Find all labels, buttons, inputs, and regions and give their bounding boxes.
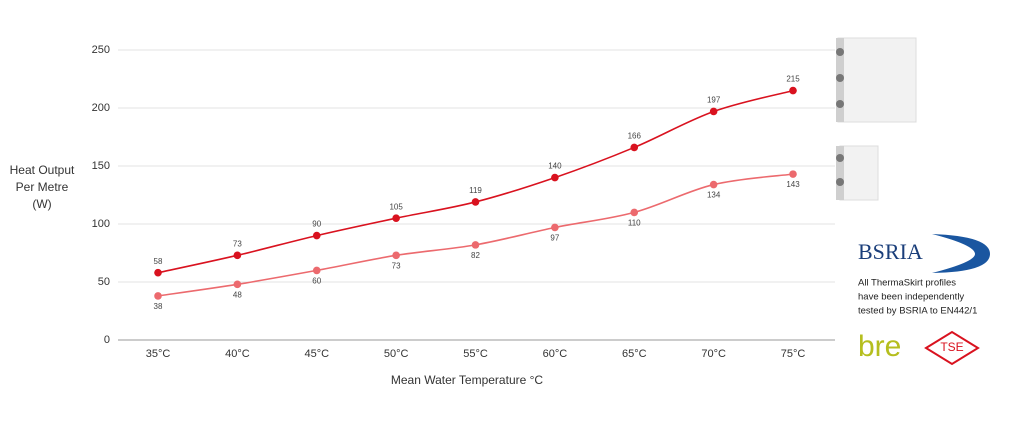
y-axis-label: Per Metre (16, 180, 69, 194)
data-point (392, 214, 400, 222)
data-point (630, 143, 639, 152)
data-point (312, 266, 321, 275)
data-label: 73 (392, 261, 401, 270)
data-point (709, 180, 718, 189)
data-label: 90 (312, 220, 321, 229)
data-label: 215 (786, 75, 800, 84)
data-point (471, 198, 480, 206)
x-tick-label: 35°C (146, 348, 171, 360)
data-label: 38 (154, 302, 163, 311)
data-label: 110 (628, 219, 641, 228)
y-tick-label: 50 (98, 276, 110, 288)
data-point (551, 223, 559, 232)
profile-image (836, 37, 917, 123)
data-point (233, 280, 242, 289)
data-label: 73 (233, 239, 242, 248)
tse-logo: TSE (924, 330, 980, 366)
caption: have been independently (858, 292, 964, 303)
data-label: 119 (469, 186, 482, 195)
data-label: 143 (786, 180, 800, 189)
tse-text: TSE (940, 340, 963, 354)
x-tick-label: 75°C (781, 348, 806, 360)
data-label: 48 (233, 290, 242, 299)
x-tick-label: 45°C (304, 348, 329, 360)
bre-logo: bre (858, 330, 901, 363)
data-point (154, 268, 162, 277)
x-tick-label: 65°C (622, 348, 647, 360)
data-point (551, 173, 559, 182)
caption: tested by BSRIA to EN442/1 (858, 306, 977, 317)
x-tick-label: 40°C (225, 348, 250, 360)
x-axis-label: Mean Water Temperature °C (391, 373, 544, 387)
y-tick-label: 0 (104, 334, 110, 346)
x-tick-label: 70°C (701, 348, 726, 360)
y-tick-label: 250 (92, 44, 110, 56)
data-point (312, 231, 321, 240)
y-axis-label: (W) (32, 197, 51, 211)
data-point (471, 241, 480, 249)
data-point (709, 107, 718, 116)
data-label: 140 (548, 162, 562, 171)
y-tick-label: 100 (92, 218, 110, 230)
data-point (154, 292, 162, 300)
data-label: 82 (471, 251, 480, 260)
y-axis-label: Heat Output (10, 163, 75, 177)
data-label: 58 (154, 257, 163, 266)
y-tick-label: 150 (92, 160, 110, 172)
profile-image (836, 145, 879, 201)
x-tick-label: 55°C (463, 348, 488, 360)
data-point (233, 251, 242, 260)
bsria-text: BSRIA (858, 239, 923, 264)
bsria-logo: BSRIA (858, 234, 990, 273)
data-label: 134 (707, 191, 721, 200)
caption: All ThermaSkirt profiles (858, 278, 956, 289)
x-tick-label: 60°C (543, 348, 568, 360)
data-point (789, 170, 797, 178)
data-label: 60 (312, 277, 321, 286)
data-point (630, 208, 639, 217)
data-label: 97 (550, 234, 559, 243)
y-tick-label: 200 (92, 102, 110, 114)
data-label: 105 (389, 202, 403, 211)
x-tick-label: 50°C (384, 348, 409, 360)
data-label: 166 (628, 132, 642, 141)
data-label: 197 (707, 96, 721, 105)
data-point (789, 86, 797, 95)
data-point (392, 251, 400, 260)
